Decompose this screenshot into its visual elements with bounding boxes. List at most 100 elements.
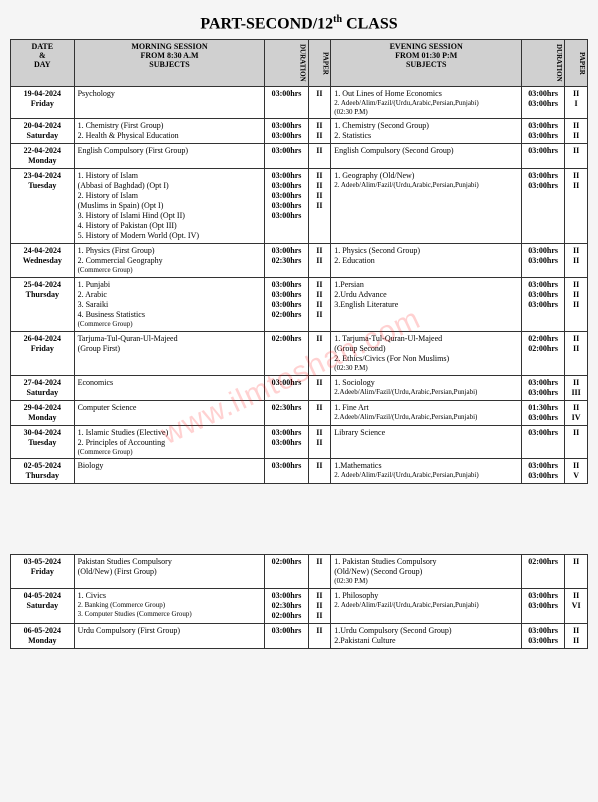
cell-line: II — [312, 334, 328, 344]
cell-line: II — [568, 428, 584, 438]
cell-line: 03:00hrs — [525, 181, 561, 191]
cell-evening-paper: IIII — [565, 331, 588, 375]
cell-morning-paper: IIII — [308, 425, 331, 459]
cell-line: 03:00hrs — [525, 388, 561, 398]
cell-evening-subjects: 1.Persian2.Urdu Advance3.English Literat… — [331, 278, 522, 332]
table-row: 20-04-2024Saturday1. Chemistry (First Gr… — [11, 119, 588, 144]
cell-evening-subjects: 1. Geography (Old/New)2. Adeeb/Alim/Fazi… — [331, 169, 522, 244]
hdr-paper-e: PAPER — [565, 40, 588, 87]
cell-line: 03:00hrs — [525, 146, 561, 156]
cell-date: 22-04-2024Monday — [11, 144, 75, 169]
cell-line: 03:00hrs — [525, 121, 561, 131]
cell-morning-duration: 03:00hrs03:00hrs03:00hrs03:00hrs03:00hrs — [265, 169, 308, 244]
cell-line: 03:00hrs — [525, 601, 561, 611]
table-row: 29-04-2024MondayComputer Science02:30hrs… — [11, 400, 588, 425]
cell-line: 03:00hrs — [268, 290, 304, 300]
cell-line: 03:00hrs — [525, 171, 561, 181]
cell-line: 2. Adeeb/Alim/Fazil/(Urdu,Arabic,Persian… — [334, 181, 518, 190]
cell-line: 02:00hrs — [268, 334, 304, 344]
cell-line: 03:00hrs — [525, 99, 561, 109]
cell-line: 1.Mathematics — [334, 461, 518, 471]
cell-date: 04-05-2024Saturday — [11, 589, 75, 624]
table-row: 04-05-2024Saturday1. Civics2. Banking (C… — [11, 589, 588, 624]
cell-line: 03:00hrs — [525, 300, 561, 310]
cell-line: 03:00hrs — [268, 378, 304, 388]
cell-line: 2. Principles of Accounting — [78, 438, 262, 448]
cell-line: V — [568, 471, 584, 481]
cell-line: II — [312, 591, 328, 601]
cell-line: 02:00hrs — [268, 611, 304, 621]
cell-line: 2. Arabic — [78, 290, 262, 300]
cell-line: 03:00hrs — [268, 191, 304, 201]
cell-line: II — [568, 344, 584, 354]
cell-evening-paper: IIII — [565, 244, 588, 278]
table-row: 02-05-2024ThursdayBiology03:00hrsII1.Mat… — [11, 459, 588, 484]
cell-line: 1. Islamic Studies (Elective) — [78, 428, 262, 438]
cell-line: 03:00hrs — [268, 461, 304, 471]
cell-morning-subjects: 1. Civics2. Banking (Commerce Group)3. C… — [74, 589, 265, 624]
cell-line: 1. Chemistry (First Group) — [78, 121, 262, 131]
cell-morning-subjects: 1. Physics (First Group)2. Commercial Ge… — [74, 244, 265, 278]
cell-line: II — [568, 334, 584, 344]
cell-morning-paper: IIIIIIII — [308, 169, 331, 244]
cell-line: 03:00hrs — [268, 246, 304, 256]
cell-evening-subjects: 1. Physics (Second Group)2. Education — [331, 244, 522, 278]
cell-evening-subjects: Library Science — [331, 425, 522, 459]
cell-date: 06-05-2024Monday — [11, 624, 75, 649]
cell-morning-subjects: Pakistan Studies Compulsory (Old/New) (F… — [74, 555, 265, 589]
cell-line: 5. History of Modern World (Opt. IV) — [78, 231, 262, 241]
cell-date: 19-04-2024Friday — [11, 86, 75, 119]
cell-evening-paper: IIVI — [565, 589, 588, 624]
cell-line: 03:00hrs — [268, 121, 304, 131]
cell-morning-paper: IIIIIIII — [308, 278, 331, 332]
cell-evening-duration: 03:00hrs03:00hrs — [522, 244, 565, 278]
cell-morning-subjects: Tarjuma-Tul-Quran-Ul-Majeed (Group First… — [74, 331, 265, 375]
cell-line: 03:00hrs — [268, 171, 304, 181]
cell-line: II — [568, 378, 584, 388]
cell-line: 03:00hrs — [268, 211, 304, 221]
cell-morning-subjects: 1. Punjabi2. Arabic3. Saraiki4. Business… — [74, 278, 265, 332]
cell-date: 29-04-2024Monday — [11, 400, 75, 425]
cell-morning-duration: 03:00hrs02:30hrs02:00hrs — [265, 589, 308, 624]
cell-evening-paper: IIII — [565, 624, 588, 649]
cell-line: II — [312, 191, 328, 201]
cell-line: II — [568, 256, 584, 266]
cell-line: 2. History of Islam — [78, 191, 262, 201]
cell-date: 30-04-2024Tuesday — [11, 425, 75, 459]
cell-line: II — [568, 626, 584, 636]
cell-morning-subjects: 1. Chemistry (First Group)2. Health & Ph… — [74, 119, 265, 144]
cell-line: 2. Statistics — [334, 131, 518, 141]
cell-line: 02:00hrs — [525, 344, 561, 354]
cell-line: II — [312, 310, 328, 320]
cell-morning-paper: II — [308, 86, 331, 119]
cell-morning-paper: IIIIII — [308, 589, 331, 624]
cell-evening-duration: 02:00hrs — [522, 555, 565, 589]
hdr-duration-m: DURATION — [265, 40, 308, 87]
cell-line: 03:00hrs — [525, 471, 561, 481]
table-row: 25-04-2024Thursday1. Punjabi2. Arabic3. … — [11, 278, 588, 332]
cell-line: (02:30 P.M) — [334, 577, 518, 586]
cell-line: 03:00hrs — [525, 413, 561, 423]
cell-line: 03:00hrs — [525, 461, 561, 471]
cell-evening-duration: 03:00hrs03:00hrs — [522, 459, 565, 484]
cell-date: 25-04-2024Thursday — [11, 278, 75, 332]
cell-line: II — [568, 591, 584, 601]
cell-line: II — [312, 611, 328, 621]
hdr-morning: MORNING SESSION FROM 8:30 A.M SUBJECTS — [74, 40, 265, 87]
cell-evening-duration: 02:00hrs02:00hrs — [522, 331, 565, 375]
cell-evening-duration: 03:00hrs03:00hrs — [522, 589, 565, 624]
cell-line: 03:00hrs — [525, 280, 561, 290]
cell-line: II — [312, 403, 328, 413]
cell-line: 02:00hrs — [268, 557, 304, 567]
cell-line: 2.Adeeb/Alim/Fazil/(Urdu,Arabic,Persian,… — [334, 413, 518, 422]
cell-line: Computer Science — [78, 403, 262, 413]
cell-line: 2. Education — [334, 256, 518, 266]
cell-morning-duration: 03:00hrs — [265, 459, 308, 484]
table-header: DATE & DAY MORNING SESSION FROM 8:30 A.M… — [11, 40, 588, 87]
cell-morning-duration: 02:00hrs — [265, 555, 308, 589]
cell-line: 1. Tarjuma-Tul-Quran-Ul-Majeed — [334, 334, 518, 344]
cell-line: (02:30 P.M) — [334, 364, 518, 373]
cell-line: 03:00hrs — [268, 201, 304, 211]
cell-line: II — [568, 131, 584, 141]
cell-line: II — [312, 557, 328, 567]
